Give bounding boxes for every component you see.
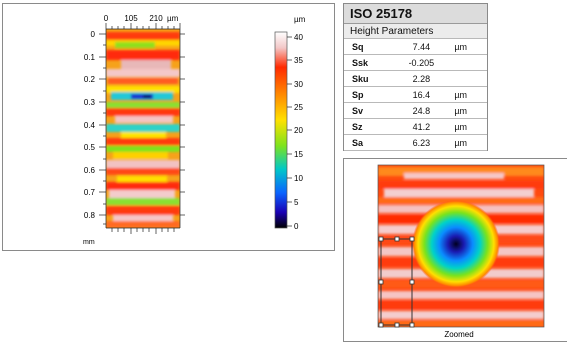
resize-handle[interactable] <box>378 322 384 328</box>
resize-handle[interactable] <box>394 236 400 242</box>
colorbar <box>274 31 288 229</box>
colorbar-tick-label: 30 <box>294 80 303 89</box>
colorbar-unit: µm <box>294 15 306 24</box>
y-tick-label: 0.8 <box>84 211 96 220</box>
y-tick-label: 0.4 <box>84 121 96 130</box>
table-row: Sa 6.23 µm <box>344 134 487 151</box>
param-value: -0.205 <box>392 54 451 71</box>
param-unit <box>450 70 487 87</box>
param-value: 16.4 <box>392 86 451 103</box>
resize-handle[interactable] <box>378 279 384 285</box>
y-axis-unit: mm <box>83 239 95 246</box>
parameters-table: ISO 25178 Height Parameters Sq 7.44 µm S… <box>344 4 487 151</box>
resize-handle[interactable] <box>409 322 415 328</box>
x-axis <box>105 23 181 30</box>
y-tick-label: 0.6 <box>84 166 96 175</box>
zoom-caption: Zoomed <box>444 330 473 339</box>
zoom-panel: Zoomed <box>343 158 567 342</box>
table-row: Sku 2.28 <box>344 70 487 87</box>
param-unit <box>450 54 487 71</box>
resize-handle[interactable] <box>409 279 415 285</box>
y-tick-label: 0.1 <box>84 53 96 62</box>
colorbar-tick-label: 15 <box>294 150 303 159</box>
table-row: Ssk -0.205 <box>344 54 487 71</box>
colorbar-tick-label: 10 <box>294 174 303 183</box>
y-tick-label: 0.2 <box>84 75 96 84</box>
param-unit: µm <box>450 118 487 135</box>
zoom-frame <box>377 164 545 328</box>
x-tick-label: 0 <box>104 14 109 23</box>
parameters-panel: ISO 25178 Height Parameters Sq 7.44 µm S… <box>343 3 488 151</box>
param-unit: µm <box>450 86 487 103</box>
x-axis-unit: µm <box>167 14 179 23</box>
param-value: 7.44 <box>392 38 451 55</box>
param-value: 6.23 <box>392 134 451 151</box>
wear-scar <box>412 200 500 288</box>
table-row: Sv 24.8 µm <box>344 102 487 119</box>
resize-handle[interactable] <box>409 236 415 242</box>
height-map-image <box>106 29 180 228</box>
x-tick-label: 105 <box>124 14 138 23</box>
y-axis <box>99 29 107 228</box>
param-value: 24.8 <box>392 102 451 119</box>
frame-ticks <box>106 29 185 234</box>
colorbar-tick-label: 5 <box>294 198 299 207</box>
param-name: Sz <box>344 118 393 135</box>
param-unit: µm <box>450 102 487 119</box>
colorbar-tick-label: 35 <box>294 56 303 65</box>
zoom-figure: Zoomed <box>377 164 545 339</box>
param-unit: µm <box>450 38 487 55</box>
param-name: Sku <box>344 70 393 87</box>
selection-rectangle[interactable] <box>378 236 415 328</box>
resize-handle[interactable] <box>394 322 400 328</box>
table-row: Sp 16.4 µm <box>344 86 487 103</box>
param-value: 41.2 <box>392 118 451 135</box>
colorbar-tick-label: 20 <box>294 126 303 135</box>
y-tick-label: 0.7 <box>84 188 96 197</box>
x-tick-label: 210 <box>149 14 163 23</box>
y-tick-label: 0.3 <box>84 98 96 107</box>
colorbar-ticks <box>287 36 292 227</box>
param-name: Ssk <box>344 54 393 71</box>
y-tick-label: 0 <box>91 30 96 39</box>
parameters-title: ISO 25178 <box>344 4 487 24</box>
height-map-panel: 0 105 210 µm 0 0.1 0.2 0.3 0.4 0.5 0.6 0… <box>2 3 335 251</box>
param-name: Sa <box>344 134 393 151</box>
table-row: Sq 7.44 µm <box>344 38 487 55</box>
colorbar-tick-label: 40 <box>294 33 303 42</box>
param-name: Sp <box>344 86 393 103</box>
param-value: 2.28 <box>392 70 451 87</box>
table-row: Sz 41.2 µm <box>344 118 487 135</box>
height-map-figure: 0 105 210 µm 0 0.1 0.2 0.3 0.4 0.5 0.6 0… <box>83 14 306 246</box>
y-tick-label: 0.5 <box>84 143 96 152</box>
param-name: Sv <box>344 102 393 119</box>
colorbar-tick-label: 0 <box>294 222 299 231</box>
param-unit: µm <box>450 134 487 151</box>
param-name: Sq <box>344 38 393 55</box>
colorbar-tick-label: 25 <box>294 103 303 112</box>
zoomed-image <box>378 165 544 327</box>
resize-handle[interactable] <box>378 236 384 242</box>
parameters-subtitle: Height Parameters <box>344 23 487 39</box>
